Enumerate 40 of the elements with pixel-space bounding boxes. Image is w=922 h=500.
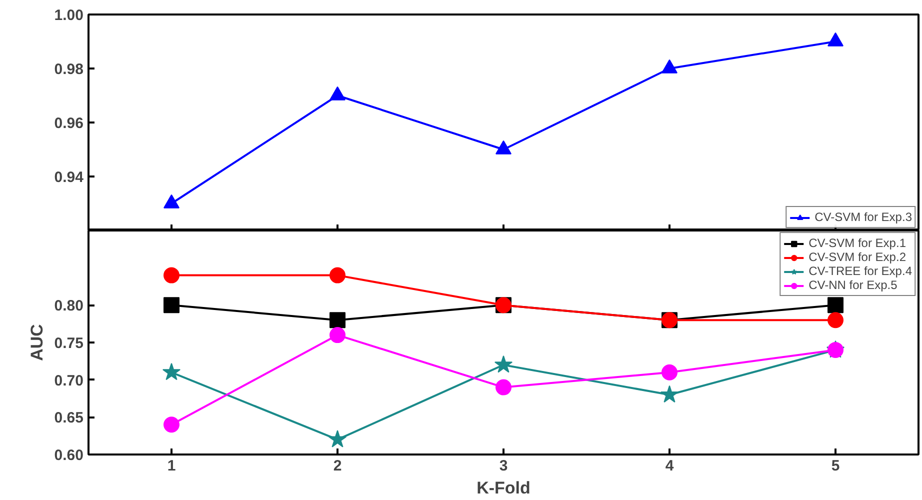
- legend-label: CV-NN for Exp.5: [808, 278, 898, 292]
- y-tick-label: 0.60: [54, 447, 84, 464]
- point: [662, 59, 678, 74]
- point: [662, 364, 678, 380]
- y-tick-label: 0.75: [54, 335, 84, 352]
- legend-label: CV-TREE for Exp.4: [808, 264, 912, 278]
- point: [660, 385, 679, 403]
- point: [828, 312, 844, 328]
- point: [494, 355, 513, 373]
- legend-label: CV-SVM for Exp.2: [808, 250, 906, 264]
- point: [164, 267, 180, 284]
- point: [164, 416, 180, 433]
- y-tick-label: 1.00: [54, 7, 84, 24]
- x-tick-label: 5: [831, 458, 840, 474]
- y-tick-label: 0.94: [54, 169, 84, 186]
- point: [330, 327, 346, 344]
- x-tick-label: 1: [167, 458, 176, 474]
- y-tick-label: 0.70: [54, 372, 84, 390]
- x-tick-label: 2: [333, 458, 342, 474]
- y-tick-label: 0.96: [54, 115, 84, 132]
- legend-label: CV-SVM for Exp.1: [808, 236, 906, 250]
- legend-label: CV-SVM for Exp.3: [814, 210, 912, 224]
- x-tick-label: 4: [665, 458, 674, 474]
- point: [496, 379, 512, 396]
- x-tick-label: 3: [499, 458, 508, 474]
- y-tick-label: 0.65: [54, 410, 84, 427]
- point: [330, 312, 346, 328]
- y-tick-label: 0.80: [54, 298, 84, 315]
- y-axis-title: AUC: [27, 324, 46, 361]
- point: [496, 140, 512, 154]
- y-tick-label: 0.98: [54, 61, 84, 78]
- point: [328, 430, 347, 448]
- x-axis-title: K-Fold: [476, 478, 530, 498]
- point: [330, 86, 346, 100]
- point: [828, 297, 844, 314]
- point: [330, 267, 346, 284]
- point: [164, 297, 180, 314]
- point: [828, 32, 844, 46]
- point: [162, 362, 181, 380]
- point: [164, 194, 180, 208]
